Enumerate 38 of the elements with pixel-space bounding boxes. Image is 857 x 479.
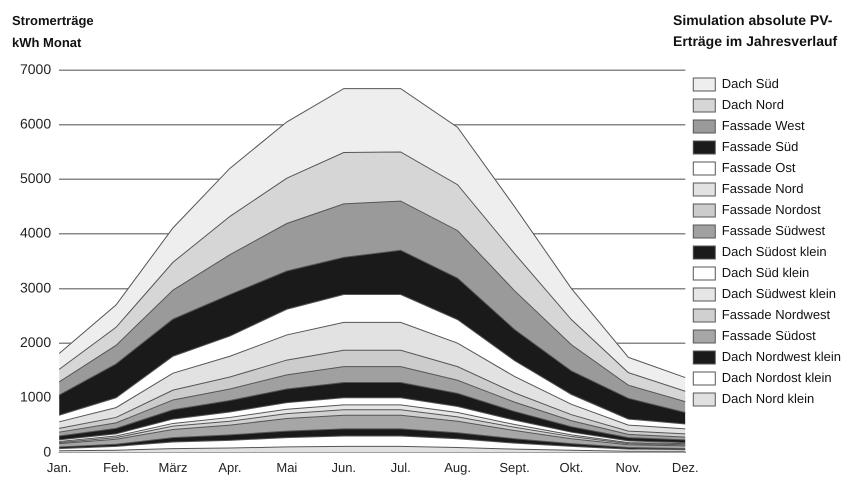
legend-label: Fassade Nordwest: [722, 307, 831, 322]
legend-label: Dach Nordwest klein: [722, 349, 842, 364]
text: Simulation absolute PV-Erträge im Jahresverlauf: [673, 11, 838, 51]
x-tick-label: Okt.: [560, 460, 584, 475]
legend-label: Dach Nordost klein: [722, 370, 832, 386]
legend-label: Fassade Südwest: [722, 223, 826, 238]
legend-label: Dach Süd: [722, 76, 779, 92]
y-tick-label: 6000: [20, 115, 52, 132]
x-tick-label: Jan.: [46, 460, 72, 475]
y-tick-label: 1000: [20, 388, 52, 405]
x-tick-label: Jul.: [390, 460, 411, 475]
legend-label: Fassade Südost: [722, 328, 816, 344]
y-tick-label: 5000: [20, 170, 52, 186]
legend-label: Fassade Nord: [722, 181, 804, 196]
legend-label: Dach Südost klein: [722, 244, 827, 260]
x-tick-label: Jun.: [331, 460, 356, 475]
x-tick-label: Sept.: [499, 460, 530, 475]
legend-label: Fassade Nordost: [722, 202, 822, 218]
y-tick-label: 2000: [20, 334, 52, 350]
legend-label: Dach Südwest klein: [722, 286, 836, 302]
x-tick-label: Mai: [276, 460, 298, 475]
y-tick-label: 0: [43, 443, 52, 460]
x-tick-label: Apr.: [218, 460, 242, 475]
x-tick-label: Nov.: [615, 460, 642, 475]
x-tick-label: Aug.: [444, 460, 471, 475]
x-tick-label: Feb.: [103, 460, 130, 475]
legend-label: Dach Nord: [722, 97, 784, 112]
legend-label: Dach Süd klein: [722, 265, 810, 280]
y-tick-label: 3000: [20, 279, 52, 296]
legend-label: Fassade Ost: [722, 160, 796, 176]
legend-label: Dach Nord klein: [722, 391, 814, 406]
y-tick-label: 4000: [20, 224, 52, 241]
y-axis-title: Stromerträge kWh Monat: [12, 12, 95, 52]
y-tick-label: 7000: [20, 60, 52, 77]
legend-label: Fassade West: [722, 118, 806, 134]
legend-label: Fassade Süd: [722, 139, 798, 154]
x-tick-label: März: [158, 460, 188, 475]
x-tick-label: Dez.: [672, 460, 699, 475]
